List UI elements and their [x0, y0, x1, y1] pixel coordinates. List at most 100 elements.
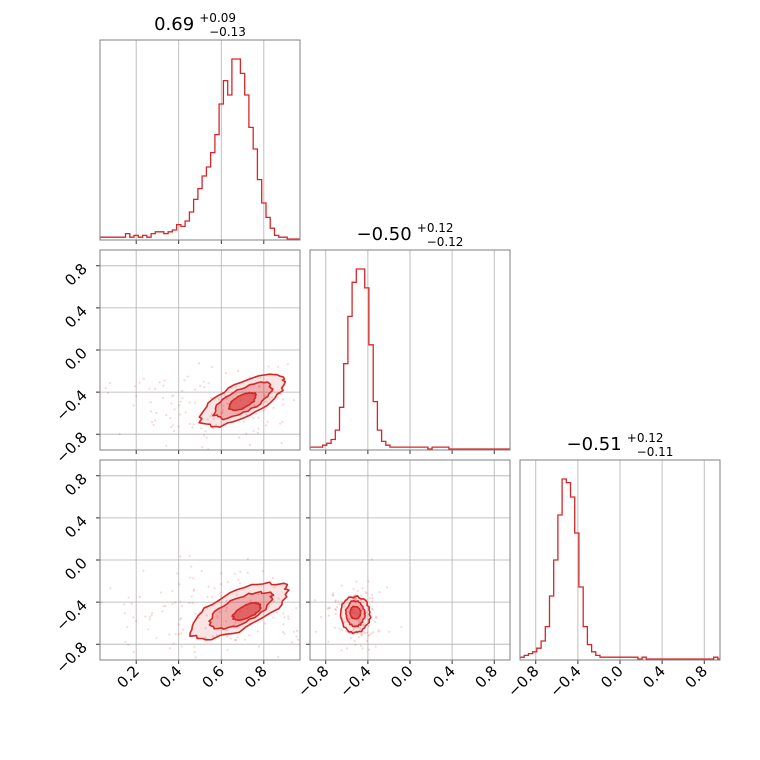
scatter-point	[322, 404, 324, 406]
scatter-point	[282, 612, 285, 615]
scatter-point	[259, 376, 262, 379]
scatter-point	[181, 605, 184, 608]
scatter-point	[355, 597, 358, 600]
scatter-point	[138, 595, 141, 599]
scatter-point	[332, 594, 335, 597]
scatter-point	[210, 595, 214, 599]
scatter-point	[338, 627, 341, 630]
scatter-point	[215, 614, 218, 617]
scatter-point	[206, 595, 209, 598]
scatter-point	[165, 414, 168, 417]
title-param-1: −0.50 +0.12 −0.12	[357, 217, 464, 249]
scatter-point	[189, 422, 192, 425]
scatter-point	[357, 621, 361, 624]
scatter-point	[234, 621, 237, 624]
panel-1-1	[309, 249, 511, 454]
tick-label-x: 0.4	[639, 662, 669, 692]
scatter-point	[162, 605, 165, 608]
scatter-point	[370, 558, 373, 561]
scatter-point	[249, 599, 252, 602]
scatter-point	[218, 610, 221, 614]
scatter-point	[322, 379, 324, 381]
density-2-1	[313, 558, 403, 652]
scatter-point	[210, 366, 214, 369]
scatter-point	[272, 600, 275, 603]
contour-inner	[227, 391, 257, 412]
scatter-point	[292, 630, 295, 633]
scatter-point	[245, 432, 248, 435]
scatter-point	[282, 403, 285, 406]
scatter-point	[193, 645, 196, 648]
panel-2-2	[519, 459, 721, 664]
scatter-point	[204, 430, 207, 433]
tick-label-x: −0.8	[504, 662, 542, 700]
scatter-point	[277, 597, 280, 600]
scatter-point	[216, 616, 219, 619]
scatter-point	[173, 408, 176, 411]
scatter-point	[355, 580, 358, 583]
scatter-point	[359, 606, 362, 609]
scatter-point	[106, 391, 110, 395]
scatter-point	[360, 599, 363, 602]
scatter-point	[257, 593, 260, 596]
scatter-point	[217, 398, 220, 401]
scatter-point	[178, 404, 181, 407]
scatter-point	[340, 600, 343, 603]
scatter-point	[338, 603, 341, 606]
scatter-point	[181, 397, 184, 400]
scatter-point	[161, 397, 164, 400]
scatter-point	[204, 627, 207, 630]
scatter-point	[265, 400, 268, 403]
scatter-point	[169, 417, 172, 420]
tick-label-x: 0.6	[199, 662, 229, 692]
scatter-point	[194, 612, 197, 615]
scatter-point	[282, 398, 285, 401]
tick-labels: 0.80.40.0−0.4−0.80.2 0.4 0.6 0.80.80.40.0−0…	[52, 260, 711, 701]
scatter-point	[181, 628, 184, 631]
scatter-point	[339, 639, 341, 641]
scatter-point	[330, 632, 332, 634]
scatter-point	[353, 639, 356, 643]
scatter-point	[362, 624, 365, 627]
tick-label-y: 0.4	[61, 512, 91, 542]
scatter-point	[360, 633, 363, 636]
scatter-point	[316, 618, 318, 620]
scatter-point	[188, 602, 191, 605]
scatter-point	[266, 420, 269, 423]
scatter-point	[253, 404, 256, 407]
scatter-point	[310, 403, 312, 405]
scatter-point	[225, 397, 229, 400]
tick-label-y: 0.0	[61, 344, 91, 374]
scatter-point	[191, 602, 194, 605]
scatter-point	[221, 408, 225, 412]
scatter-point	[303, 618, 305, 620]
scatter-point	[130, 602, 133, 605]
tick-label-y: −0.8	[52, 428, 90, 466]
panel-frame	[519, 459, 721, 661]
scatter-point	[220, 412, 223, 415]
scatter-point	[213, 587, 216, 590]
scatter-point	[177, 633, 180, 636]
title-param-2: −0.51 +0.12 −0.11	[567, 427, 674, 459]
scatter-point	[158, 381, 161, 384]
scatter-point	[170, 402, 173, 405]
scatter-point	[252, 429, 255, 433]
scatter-point	[148, 387, 151, 390]
scatter-point	[192, 588, 195, 591]
scatter-point	[345, 630, 348, 633]
scatter-point	[364, 632, 367, 635]
scatter-point	[238, 436, 241, 439]
tick-label-x: 0.4	[156, 662, 186, 692]
scatter-point	[147, 628, 150, 631]
scatter-point	[326, 607, 329, 610]
scatter-point	[361, 634, 364, 637]
scatter-point	[178, 413, 181, 416]
scatter-point	[264, 622, 267, 625]
tick-label-y: 0.8	[61, 260, 91, 290]
scatter-point	[327, 614, 330, 617]
scatter-point	[162, 384, 165, 387]
scatter-point	[173, 429, 176, 433]
scatter-point	[245, 413, 248, 416]
scatter-point	[219, 595, 222, 598]
scatter-point	[301, 368, 303, 370]
